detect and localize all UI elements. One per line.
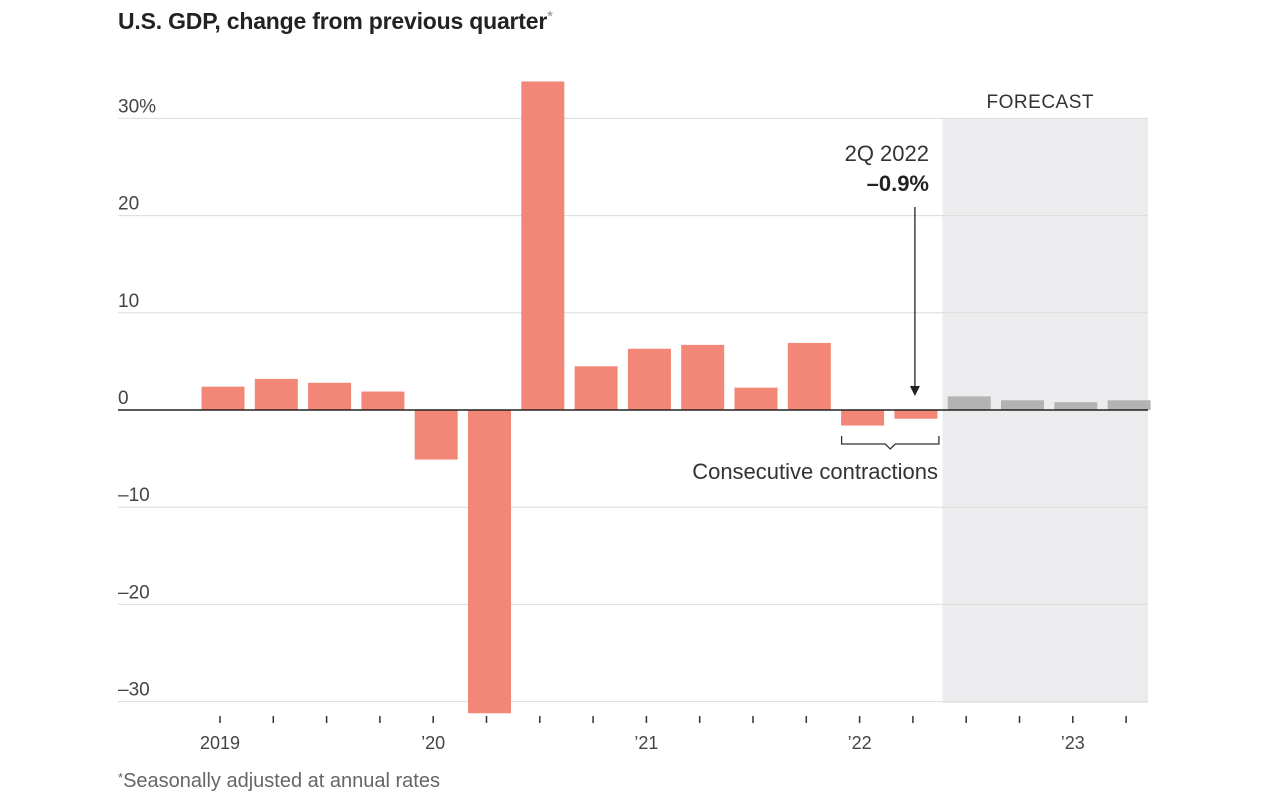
bar-actual <box>734 387 778 410</box>
title-asterisk: * <box>547 8 553 25</box>
bar-actual <box>627 348 671 410</box>
y-tick-label: –30 <box>118 680 150 701</box>
x-year-label: ’21 <box>634 733 658 753</box>
bar-actual <box>308 382 352 410</box>
annotation-arrowhead <box>909 386 920 396</box>
bar-forecast <box>1001 400 1044 410</box>
y-tick-label: 10 <box>118 291 139 312</box>
x-year-label: ’22 <box>848 733 872 753</box>
chart-title: U.S. GDP, change from previous quarter* <box>118 8 553 35</box>
contraction-label: Consecutive contractions <box>692 459 938 484</box>
y-tick-label: 0 <box>118 388 129 409</box>
bar-actual <box>201 386 245 410</box>
bar-actual <box>414 410 458 460</box>
bar-actual <box>787 342 831 410</box>
bar-actual <box>254 378 298 410</box>
bar-actual <box>521 81 565 411</box>
contraction-bracket <box>840 436 940 450</box>
annotation-value-label: –0.9% <box>867 171 929 196</box>
bar-actual <box>361 391 405 410</box>
footnote-text: Seasonally adjusted at annual rates <box>123 770 440 792</box>
bar-actual <box>894 410 938 419</box>
bar-actual <box>681 344 725 410</box>
y-tick-label: 30% <box>118 96 156 117</box>
bar-forecast <box>1054 402 1098 410</box>
y-tick-label: –10 <box>118 485 150 506</box>
bar-forecast <box>947 396 991 410</box>
forecast-label: FORECAST <box>987 92 1094 113</box>
x-year-label: ’20 <box>421 733 445 753</box>
bar-forecast <box>1107 400 1151 410</box>
chart-title-text: U.S. GDP, change from previous quarter <box>118 8 548 34</box>
bar-actual <box>841 410 885 426</box>
gdp-bar-chart: FORECAST 30% 20 10 0 –10 –20 –30 2019 ’20 ’21 ’22 ’2… <box>118 81 1151 753</box>
x-year-label: ’23 <box>1061 733 1085 753</box>
x-year-label: 2019 <box>200 733 240 753</box>
y-tick-label: 20 <box>118 194 139 215</box>
footnote: *Seasonally adjusted at annual rates <box>118 770 440 793</box>
bar-actual <box>574 366 618 410</box>
annotation-quarter-label: 2Q 2022 <box>845 141 929 166</box>
y-tick-label: –20 <box>118 582 150 603</box>
bar-actual <box>468 410 511 714</box>
footnote-asterisk: * <box>118 770 124 785</box>
